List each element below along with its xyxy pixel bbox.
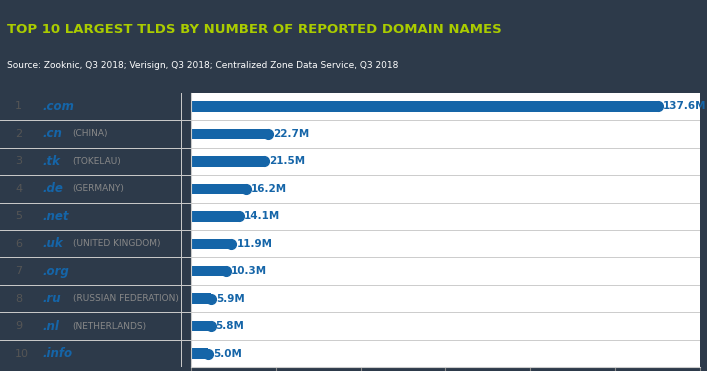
Bar [191, 184, 246, 194]
Text: 10.3M: 10.3M [231, 266, 267, 276]
Text: (RUSSIAN FEDERATION): (RUSSIAN FEDERATION) [73, 294, 178, 303]
Text: (CHINA): (CHINA) [73, 129, 108, 138]
Bar [191, 211, 239, 221]
Text: 10: 10 [16, 349, 29, 358]
Text: 4: 4 [16, 184, 23, 194]
Text: 9: 9 [16, 321, 23, 331]
Bar [191, 321, 211, 331]
Text: 11.9M: 11.9M [236, 239, 272, 249]
Text: .com: .com [42, 100, 74, 113]
Text: 1: 1 [16, 102, 23, 111]
Text: 5: 5 [16, 211, 23, 221]
Text: .nl: .nl [42, 319, 59, 333]
Bar [191, 348, 208, 359]
Text: .net: .net [42, 210, 69, 223]
Text: 16.2M: 16.2M [251, 184, 287, 194]
Text: 5.8M: 5.8M [216, 321, 245, 331]
Bar [191, 156, 264, 167]
Text: .uk: .uk [42, 237, 63, 250]
Text: 5.0M: 5.0M [213, 349, 242, 358]
Text: 5.9M: 5.9M [216, 294, 245, 303]
Text: TOP 10 LARGEST TLDS BY NUMBER OF REPORTED DOMAIN NAMES: TOP 10 LARGEST TLDS BY NUMBER OF REPORTE… [7, 23, 502, 36]
Text: 6: 6 [16, 239, 23, 249]
Bar [191, 101, 658, 112]
Text: .de: .de [42, 182, 63, 196]
Text: 14.1M: 14.1M [244, 211, 280, 221]
Text: 21.5M: 21.5M [269, 157, 305, 166]
Bar [191, 239, 231, 249]
Text: .ru: .ru [42, 292, 61, 305]
Text: 137.6M: 137.6M [663, 102, 706, 111]
Text: (GERMANY): (GERMANY) [73, 184, 124, 193]
Text: .info: .info [42, 347, 72, 360]
Text: Source: Zooknic, Q3 2018; Verisign, Q3 2018; Centralized Zone Data Service, Q3 2: Source: Zooknic, Q3 2018; Verisign, Q3 2… [7, 61, 399, 70]
Bar [191, 293, 211, 304]
Bar [191, 266, 226, 276]
Text: 3: 3 [16, 157, 23, 166]
Text: (UNITED KINGDOM): (UNITED KINGDOM) [73, 239, 160, 248]
Text: (TOKELAU): (TOKELAU) [73, 157, 122, 166]
Text: .tk: .tk [42, 155, 60, 168]
Text: 2: 2 [16, 129, 23, 139]
Text: 8: 8 [16, 294, 23, 303]
Text: (NETHERLANDS): (NETHERLANDS) [73, 322, 146, 331]
Text: .org: .org [42, 265, 69, 278]
Bar [191, 129, 268, 139]
Text: .cn: .cn [42, 127, 62, 141]
Text: 7: 7 [16, 266, 23, 276]
Text: 22.7M: 22.7M [273, 129, 309, 139]
